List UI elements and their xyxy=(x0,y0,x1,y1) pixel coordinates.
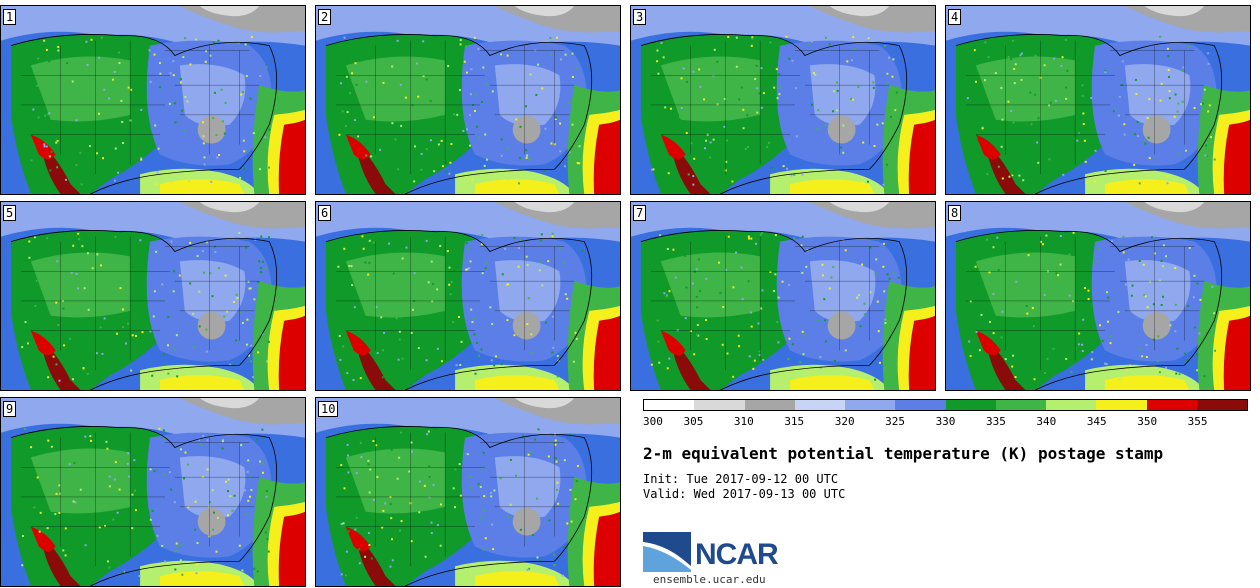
colorbar-tick-label: 315 xyxy=(784,415,805,428)
colorbar-tick-label: 310 xyxy=(733,415,754,428)
init-time: Init: Tue 2017-09-12 00 UTC xyxy=(643,472,839,486)
panel-label: 6 xyxy=(318,205,332,221)
member-panel-4[interactable]: 4 xyxy=(945,5,1251,195)
panel-label: 4 xyxy=(948,9,962,25)
colorbar-segment xyxy=(1096,400,1147,410)
panel-label: 10 xyxy=(318,401,339,417)
colorbar-segment xyxy=(694,400,745,410)
panel-label: 7 xyxy=(633,205,647,221)
colorbar-tick-label: 355 xyxy=(1187,415,1208,428)
colorbar-segment xyxy=(794,400,845,410)
colorbar-segment xyxy=(995,400,1046,410)
colorbar-bar xyxy=(643,399,1248,411)
map-9 xyxy=(1,398,305,586)
member-panel-5[interactable]: 5 xyxy=(0,201,306,391)
panel-label: 9 xyxy=(3,401,17,417)
member-panel-6[interactable]: 6 xyxy=(315,201,621,391)
map-6 xyxy=(316,202,620,390)
member-panel-3[interactable]: 3 xyxy=(630,5,936,195)
colorbar: 300 305 310 315 320 325 330 335 340 345 350 355 xyxy=(643,399,1248,433)
map-7 xyxy=(631,202,935,390)
member-panel-2[interactable]: 2 xyxy=(315,5,621,195)
map-2 xyxy=(316,6,620,194)
colorbar-tick-label: 335 xyxy=(985,415,1006,428)
colorbar-tick-label: 320 xyxy=(834,415,855,428)
map-5 xyxy=(1,202,305,390)
colorbar-segment xyxy=(644,400,695,410)
website-label: ensemble.ucar.edu xyxy=(653,573,766,586)
member-panel-10[interactable]: 10 xyxy=(315,397,621,587)
colorbar-tick-label: 340 xyxy=(1036,415,1057,428)
member-panel-7[interactable]: 7 xyxy=(630,201,936,391)
panel-label: 8 xyxy=(948,205,962,221)
plot-title: 2-m equivalent potential temperature (K)… xyxy=(643,444,1164,463)
colorbar-tick-label: 300 xyxy=(643,415,663,428)
colorbar-segment xyxy=(744,400,795,410)
colorbar-tick-label: 330 xyxy=(935,415,956,428)
map-1 xyxy=(1,6,305,194)
colorbar-tick-label: 350 xyxy=(1137,415,1158,428)
colorbar-segment xyxy=(945,400,996,410)
colorbar-segment xyxy=(895,400,946,410)
panel-label: 2 xyxy=(318,9,332,25)
valid-time: Valid: Wed 2017-09-13 00 UTC xyxy=(643,487,846,501)
map-3 xyxy=(631,6,935,194)
colorbar-segment xyxy=(1046,400,1097,410)
colorbar-segment xyxy=(1196,400,1247,410)
ncar-logo-text: NCAR xyxy=(695,538,779,571)
map-10 xyxy=(316,398,620,586)
member-panel-8[interactable]: 8 xyxy=(945,201,1251,391)
colorbar-tick-label: 325 xyxy=(885,415,906,428)
colorbar-tick-label: 305 xyxy=(683,415,704,428)
panel-label: 5 xyxy=(3,205,17,221)
panel-label: 3 xyxy=(633,9,647,25)
panel-label: 1 xyxy=(3,9,17,25)
colorbar-tick-label: 345 xyxy=(1086,415,1107,428)
map-4 xyxy=(946,6,1250,194)
map-8 xyxy=(946,202,1250,390)
colorbar-segment xyxy=(1146,400,1197,410)
member-panel-1[interactable]: 1 xyxy=(0,5,306,195)
colorbar-segment xyxy=(845,400,896,410)
member-panel-9[interactable]: 9 xyxy=(0,397,306,587)
ncar-logo-icon xyxy=(643,532,692,572)
